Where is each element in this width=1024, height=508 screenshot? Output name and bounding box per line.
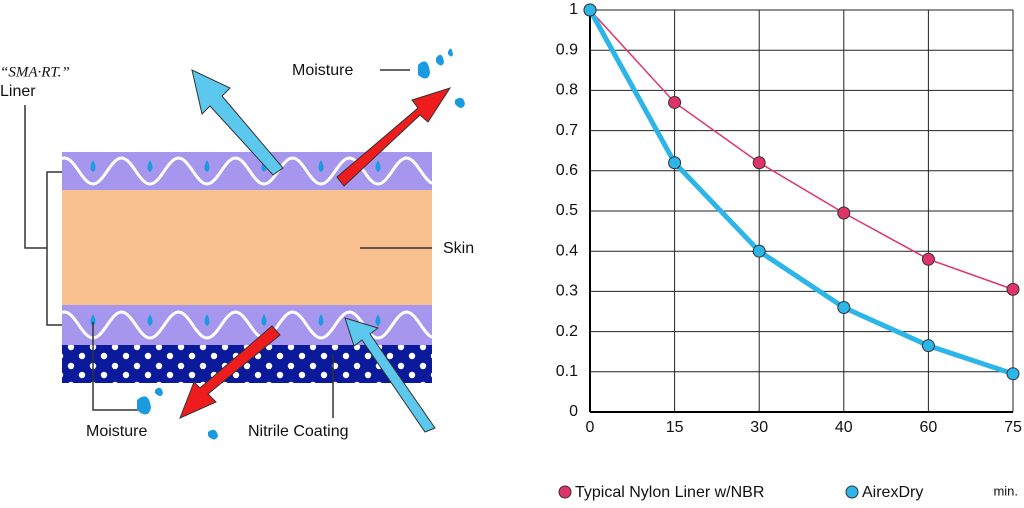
moisture-label: Moisture	[86, 423, 147, 440]
point	[583, 3, 597, 17]
drop	[90, 314, 96, 326]
x-tick-label: 15	[666, 419, 684, 436]
drop	[147, 160, 153, 172]
y-tick-label: 0.2	[556, 323, 578, 340]
y-tick-label: 0.8	[556, 82, 578, 99]
point	[752, 156, 766, 170]
drop	[375, 314, 381, 326]
liner-label: “SMA·RT.”	[0, 64, 70, 80]
x-tick-label: 30	[750, 419, 768, 436]
drop	[261, 314, 267, 326]
y-tick-label: 0.3	[556, 283, 578, 300]
drop	[375, 160, 381, 172]
legend-label: Typical Nylon Liner w/NBR	[575, 484, 764, 501]
arrow-up	[191, 69, 284, 176]
diagram: “SMA·RT.” Liner Moisture Skin Moisture N…	[0, 48, 474, 440]
moisture-label: Moisture	[292, 62, 353, 79]
point	[1006, 282, 1020, 296]
point	[668, 156, 682, 170]
series-line	[587, 8, 1014, 377]
drop	[90, 160, 96, 172]
legend-marker	[558, 485, 572, 499]
arrow-up	[344, 317, 436, 433]
point	[837, 300, 851, 314]
point	[921, 339, 935, 353]
nitrile-label: Nitrile Coating	[248, 423, 348, 440]
series-line	[589, 9, 1014, 291]
y-tick-label: 0.5	[556, 202, 578, 219]
x-tick-label: 75	[1004, 419, 1022, 436]
drop	[318, 160, 324, 172]
wave	[61, 156, 433, 186]
y-tick-label: 0.6	[556, 162, 578, 179]
x-tick-label: 40	[835, 419, 853, 436]
y-tick-label: 0.9	[556, 41, 578, 58]
drop	[204, 314, 210, 326]
drop	[204, 160, 210, 172]
bracket	[24, 105, 47, 249]
x-tick-label: 60	[920, 419, 938, 436]
y-tick-label: 0.1	[556, 363, 578, 380]
x-axis-label: min.	[993, 483, 1018, 498]
bracket	[46, 171, 62, 326]
legend-marker	[845, 485, 859, 499]
arrow-up	[336, 87, 452, 187]
point	[668, 95, 682, 109]
chart: 0 0.1 0.2 0.3 0.4 0.5 0.6 0.7 0.8 0.9 1 0 15 30 40 60 75…	[556, 1, 1022, 501]
legend-label: AirexDry	[862, 484, 923, 501]
point	[837, 206, 851, 220]
liner-label: Liner	[0, 83, 36, 100]
y-tick-label: 0	[569, 403, 578, 420]
leader	[92, 322, 140, 411]
drop	[318, 314, 324, 326]
drop	[147, 314, 153, 326]
y-tick-label: 0.4	[556, 242, 578, 259]
x-tick-label: 0	[586, 419, 595, 436]
point	[752, 244, 766, 258]
arrow-down	[179, 325, 281, 419]
y-tick-label: 0.7	[556, 122, 578, 139]
point	[921, 252, 935, 266]
point	[1006, 367, 1020, 381]
y-tick-label: 1	[569, 1, 578, 18]
skin-label: Skin	[443, 240, 474, 257]
